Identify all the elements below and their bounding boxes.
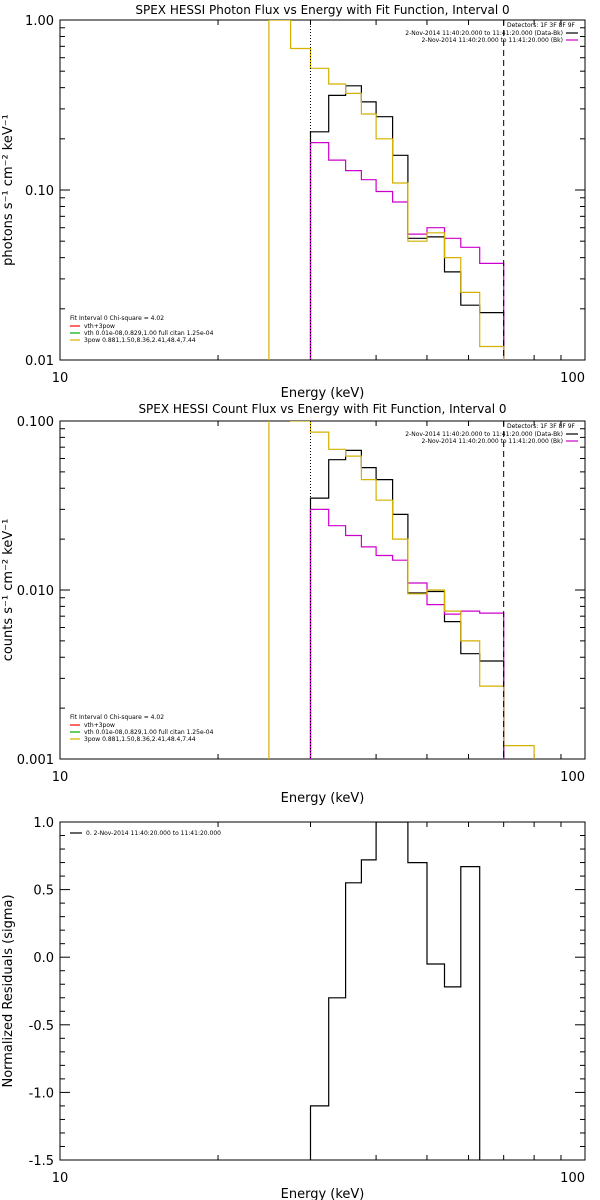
- axes-frame: [59, 821, 586, 1161]
- series-group: [309, 822, 481, 1160]
- y-tick-label: 0.10: [25, 184, 54, 199]
- plot-panel-1: 10 100 0.01 0.10 1.00 SPEX HESSI Photon Flux …: [1, 3, 586, 401]
- plot-panel-3: 10 100 -1.5 -1.0 -0.5 0.0 0.5 1.0 Energy (keV) No…: [1, 816, 586, 1200]
- x-tick-label: 100: [560, 1171, 585, 1186]
- series-data-bk: [309, 449, 505, 759]
- series-data-bk: [309, 85, 505, 360]
- x-axis-label: Energy (keV): [281, 386, 365, 401]
- series-bk: [309, 508, 505, 759]
- fit-info-header: Fit Interval 0 Chi-square = 4.02: [70, 315, 164, 322]
- x-tick-label: 10: [52, 770, 69, 785]
- legend-entry: 0. 2-Nov-2014 11:40:20.000 to 11:41:20.0…: [86, 830, 221, 837]
- fit-info-header: Fit Interval 0 Chi-square = 4.02: [70, 714, 164, 721]
- fit-info-line: 3pow 0.881,1.50,8.36,2.41,48.4,7.44: [84, 337, 196, 344]
- y-tick-label: 0.01: [25, 354, 54, 369]
- y-tick-label: -0.5: [29, 1019, 54, 1034]
- y-tick-label: 0.5: [33, 884, 54, 899]
- series-vth-3pow: [268, 20, 505, 360]
- x-axis-label: Energy (keV): [281, 1187, 365, 1200]
- series-group: [268, 20, 505, 360]
- legend-entry: 2-Nov-2014 11:40:20.000 to 11:41:20.000 …: [405, 431, 563, 438]
- series-group: [268, 421, 535, 759]
- legend-entry: 2-Nov-2014 11:40:20.000 to 11:41:20.000 …: [405, 30, 563, 37]
- y-tick-label: 0.010: [17, 584, 54, 599]
- chart-title: SPEX HESSI Count Flux vs Energy with Fit…: [138, 402, 506, 416]
- legend-header: Detectors: 1F 3F 8F 9F: [507, 22, 576, 29]
- legend-entry: 2-Nov-2014 11:40:20.000 to 11:41:20.000 …: [421, 438, 563, 445]
- x-tick-label: 10: [52, 371, 69, 386]
- legend-header: Detectors: 1F 3F 8F 9F: [507, 423, 576, 430]
- x-tick-label: 100: [560, 770, 585, 785]
- y-tick-label: -1.0: [29, 1086, 54, 1101]
- axes-frame: [59, 19, 586, 361]
- chart-title: SPEX HESSI Photon Flux vs Energy with Fi…: [135, 3, 509, 17]
- plot-panel-2: 10 100 0.001 0.010 0.100 SPEX HESSI Count Flu…: [1, 402, 586, 806]
- fit-info-line: 3pow 0.881,1.50,8.36,2.41,48.4,7.44: [84, 736, 196, 743]
- y-tick-label: 1.0: [33, 816, 54, 831]
- y-axis-label: Normalized Residuals (sigma): [1, 894, 16, 1087]
- series-bk: [309, 142, 505, 360]
- fit-info-line: vth 0.01e-08,0.829,1.00 full citan 1.25e…: [84, 330, 214, 337]
- y-tick-label: 0.100: [17, 415, 54, 430]
- legend-entry: 2-Nov-2014 11:40:20.000 to 11:41:20.000 …: [421, 37, 563, 44]
- series-vth-3pow: [268, 421, 535, 759]
- y-tick-label: 0.0: [33, 951, 54, 966]
- fit-info-line: vth+3pow: [84, 722, 115, 729]
- fit-info-line: vth 0.01e-08,0.829,1.00 full citan 1.25e…: [84, 729, 214, 736]
- x-tick-label: 10: [52, 1171, 69, 1186]
- y-tick-label: 0.001: [17, 753, 54, 768]
- y-tick-label: 1.00: [25, 14, 54, 29]
- axes-frame: [59, 420, 586, 760]
- y-axis-label: counts s⁻¹ cm⁻² keV⁻¹: [1, 519, 16, 662]
- series-residuals: [309, 822, 481, 1160]
- x-tick-label: 100: [560, 371, 585, 386]
- y-tick-label: -1.5: [29, 1154, 54, 1169]
- x-axis-label: Energy (keV): [281, 791, 365, 806]
- fit-info-line: vth+3pow: [84, 323, 115, 330]
- y-axis-label: photons s⁻¹ cm⁻² keV⁻¹: [1, 114, 16, 266]
